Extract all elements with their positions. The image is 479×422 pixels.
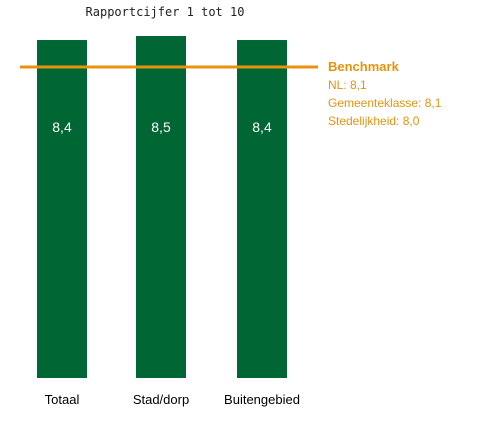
benchmark-title: Benchmark <box>328 59 399 74</box>
benchmark-stedelijkheid: Stedelijkheid: 8,0 <box>328 114 420 128</box>
bar-value-label: 8,4 <box>252 119 272 135</box>
benchmark-legend: Benchmark NL: 8,1 Gemeenteklasse: 8,1 St… <box>328 58 441 130</box>
category-label: Buitengebied <box>224 392 300 407</box>
bar-value-label: 8,5 <box>151 119 171 135</box>
bar-2 <box>136 36 186 378</box>
benchmark-gemeenteklasse: Gemeenteklasse: 8,1 <box>328 96 442 110</box>
bar-1 <box>37 40 87 378</box>
bar-value-label: 8,4 <box>52 119 72 135</box>
category-label: Stad/dorp <box>133 392 189 407</box>
category-label: Totaal <box>45 392 80 407</box>
chart-title: Rapportcijfer 1 tot 10 <box>85 5 245 19</box>
benchmark-nl: NL: 8,1 <box>328 78 367 92</box>
bar-3 <box>237 40 287 378</box>
